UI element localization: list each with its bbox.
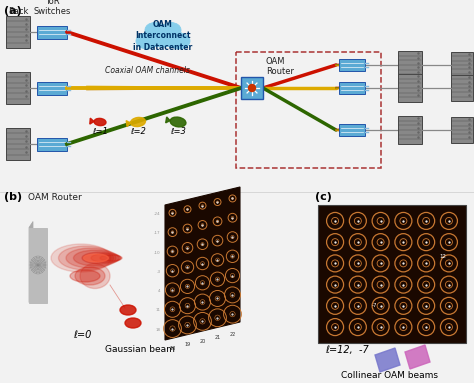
Ellipse shape	[120, 305, 136, 315]
Ellipse shape	[136, 33, 158, 49]
Ellipse shape	[70, 270, 100, 282]
FancyBboxPatch shape	[398, 116, 422, 144]
FancyBboxPatch shape	[37, 82, 67, 95]
Text: OAM
Interconnect
in Datacenter: OAM Interconnect in Datacenter	[133, 20, 192, 52]
Polygon shape	[126, 121, 130, 126]
FancyBboxPatch shape	[339, 59, 365, 71]
Text: -7: -7	[372, 303, 378, 308]
Text: 12: 12	[440, 254, 447, 259]
Ellipse shape	[75, 267, 105, 285]
Polygon shape	[165, 187, 240, 340]
Ellipse shape	[125, 318, 141, 328]
Text: Collinear OAM beams: Collinear OAM beams	[341, 371, 438, 380]
Text: ToR
Switches: ToR Switches	[33, 0, 71, 16]
FancyBboxPatch shape	[6, 128, 30, 160]
Text: (a): (a)	[4, 6, 22, 16]
FancyBboxPatch shape	[6, 16, 30, 48]
Ellipse shape	[83, 254, 109, 262]
Text: OAM Router: OAM Router	[28, 193, 82, 202]
Ellipse shape	[168, 33, 190, 49]
Text: Gaussian beam: Gaussian beam	[105, 345, 175, 354]
Text: (c): (c)	[315, 192, 332, 202]
Text: 19: 19	[184, 342, 191, 347]
FancyBboxPatch shape	[37, 26, 67, 39]
Polygon shape	[165, 117, 170, 123]
FancyBboxPatch shape	[398, 51, 422, 79]
FancyBboxPatch shape	[451, 52, 473, 78]
Text: Coaxial OAM channels: Coaxial OAM channels	[106, 66, 191, 75]
Text: (b): (b)	[4, 192, 22, 202]
Text: 18: 18	[169, 346, 176, 351]
Polygon shape	[90, 118, 94, 124]
Text: 22: 22	[229, 332, 236, 337]
FancyBboxPatch shape	[398, 74, 422, 102]
Ellipse shape	[51, 244, 111, 272]
Polygon shape	[29, 228, 47, 303]
Text: ℓ=3: ℓ=3	[170, 127, 186, 136]
Ellipse shape	[170, 117, 186, 127]
Ellipse shape	[73, 250, 118, 266]
Ellipse shape	[91, 254, 121, 262]
FancyBboxPatch shape	[339, 82, 365, 94]
Text: ℓ=1: ℓ=1	[92, 127, 108, 136]
FancyBboxPatch shape	[318, 205, 466, 343]
FancyBboxPatch shape	[6, 72, 30, 104]
Text: 20: 20	[200, 339, 206, 344]
FancyBboxPatch shape	[37, 137, 67, 151]
Text: ℓ=0: ℓ=0	[73, 330, 91, 340]
Text: ℓ=2: ℓ=2	[130, 127, 146, 136]
Polygon shape	[29, 221, 33, 303]
Ellipse shape	[100, 255, 122, 261]
Text: -10: -10	[154, 250, 161, 255]
Ellipse shape	[80, 264, 110, 288]
Circle shape	[248, 85, 255, 92]
Ellipse shape	[161, 23, 181, 38]
Ellipse shape	[58, 246, 113, 270]
Polygon shape	[375, 348, 400, 372]
Text: 4: 4	[158, 289, 161, 293]
Text: OAM
Router: OAM Router	[266, 57, 294, 76]
FancyBboxPatch shape	[241, 77, 263, 99]
Ellipse shape	[130, 118, 146, 126]
Ellipse shape	[144, 25, 182, 47]
Text: ℓ=12,  -7: ℓ=12, -7	[325, 345, 369, 355]
Text: 18: 18	[155, 328, 161, 332]
Text: -24: -24	[154, 212, 161, 216]
Ellipse shape	[145, 23, 165, 38]
Text: -17: -17	[154, 231, 161, 235]
FancyBboxPatch shape	[339, 124, 365, 136]
Ellipse shape	[66, 248, 116, 268]
Polygon shape	[405, 345, 430, 369]
Text: 11: 11	[155, 308, 161, 313]
Ellipse shape	[82, 252, 120, 264]
FancyBboxPatch shape	[451, 75, 473, 101]
Ellipse shape	[94, 118, 106, 126]
FancyBboxPatch shape	[451, 117, 473, 143]
Text: Rack: Rack	[8, 7, 28, 16]
Text: 21: 21	[214, 335, 220, 340]
Text: -3: -3	[156, 270, 161, 274]
